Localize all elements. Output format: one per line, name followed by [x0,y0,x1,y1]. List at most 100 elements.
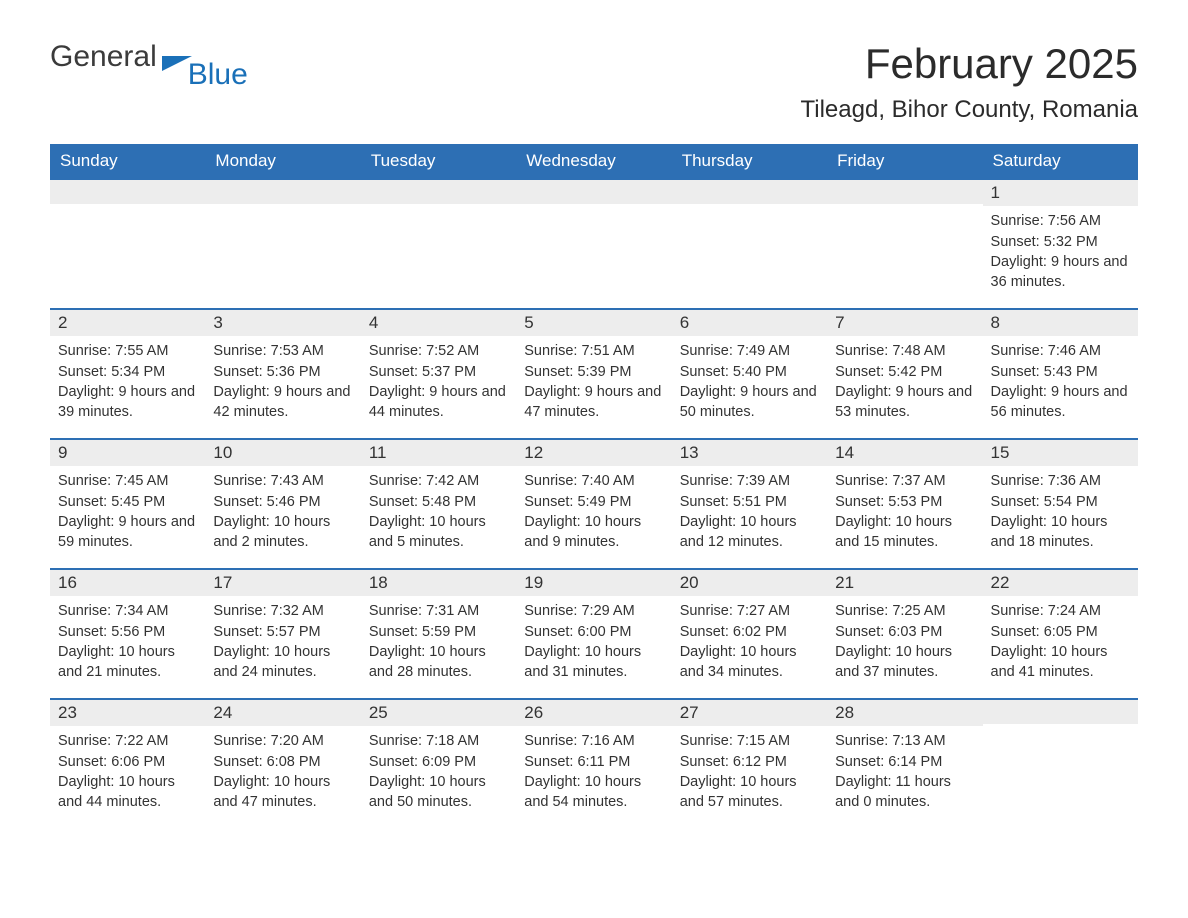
day-number: 19 [516,570,671,596]
day-cell: 6Sunrise: 7:49 AMSunset: 5:40 PMDaylight… [672,309,827,439]
day-number: 10 [205,440,360,466]
daylight-text: Daylight: 10 hours and 2 minutes. [213,513,352,552]
day-cell: 4Sunrise: 7:52 AMSunset: 5:37 PMDaylight… [361,309,516,439]
day-cell: 1Sunrise: 7:56 AMSunset: 5:32 PMDaylight… [983,179,1138,309]
sunset-text: Sunset: 5:45 PM [58,493,197,513]
sunrise-text: Sunrise: 7:51 AM [524,342,663,362]
sunrise-text: Sunrise: 7:27 AM [680,602,819,622]
weekday-wednesday: Wednesday [516,144,671,179]
sunrise-text: Sunrise: 7:25 AM [835,602,974,622]
day-cell: 27Sunrise: 7:15 AMSunset: 6:12 PMDayligh… [672,699,827,829]
daylight-text: Daylight: 10 hours and 57 minutes. [680,773,819,812]
day-number: 9 [50,440,205,466]
empty-day-number [205,180,360,204]
sunset-text: Sunset: 5:54 PM [991,493,1130,513]
day-cell: 16Sunrise: 7:34 AMSunset: 5:56 PMDayligh… [50,569,205,699]
day-cell: 8Sunrise: 7:46 AMSunset: 5:43 PMDaylight… [983,309,1138,439]
sunrise-text: Sunrise: 7:53 AM [213,342,352,362]
day-cell [516,179,671,309]
daylight-text: Daylight: 9 hours and 39 minutes. [58,383,197,422]
sunrise-text: Sunrise: 7:40 AM [524,472,663,492]
sunset-text: Sunset: 6:09 PM [369,753,508,773]
sunrise-text: Sunrise: 7:20 AM [213,732,352,752]
sunset-text: Sunset: 5:43 PM [991,363,1130,383]
weekday-friday: Friday [827,144,982,179]
day-cell: 25 Sunrise: 7:18 AMSunset: 6:09 PMDayligh… [361,699,516,829]
empty-day-number [672,180,827,204]
empty-day-number [361,180,516,204]
day-number: 18 [361,570,516,596]
sunrise-text: Sunrise: 7:32 AM [213,602,352,622]
weekday-saturday: Saturday [983,144,1138,179]
weekday-header-row: Sunday Monday Tuesday Wednesday Thursday… [50,144,1138,179]
daylight-text: Daylight: 10 hours and 47 minutes. [213,773,352,812]
day-cell: 14Sunrise: 7:37 AMSunset: 5:53 PMDayligh… [827,439,982,569]
day-content: Sunrise: 7:20 AMSunset: 6:08 PMDaylight:… [205,726,360,819]
daylight-text: Daylight: 9 hours and 59 minutes. [58,513,197,552]
sunset-text: Sunset: 5:37 PM [369,363,508,383]
empty-day-number [50,180,205,204]
day-cell: 19Sunrise: 7:29 AMSunset: 6:00 PMDayligh… [516,569,671,699]
day-cell: 12Sunrise: 7:40 AMSunset: 5:49 PMDayligh… [516,439,671,569]
sunset-text: Sunset: 6:14 PM [835,753,974,773]
day-content: Sunrise: 7:36 AMSunset: 5:54 PMDaylight:… [983,466,1138,559]
day-content: Sunrise: 7:29 AMSunset: 6:00 PMDaylight:… [516,596,671,689]
day-cell: 10Sunrise: 7:43 AMSunset: 5:46 PMDayligh… [205,439,360,569]
daylight-text: Daylight: 11 hours and 0 minutes. [835,773,974,812]
day-content: Sunrise: 7:13 AMSunset: 6:14 PMDaylight:… [827,726,982,819]
logo: General Blue [50,40,252,74]
day-cell: 21Sunrise: 7:25 AMSunset: 6:03 PMDayligh… [827,569,982,699]
day-number: 25 [361,700,516,726]
daylight-text: Daylight: 10 hours and 15 minutes. [835,513,974,552]
day-number: 6 [672,310,827,336]
day-content: Sunrise: 7:51 AMSunset: 5:39 PMDaylight:… [516,336,671,429]
day-number: 12 [516,440,671,466]
sunrise-text: Sunrise: 7:45 AM [58,472,197,492]
sunset-text: Sunset: 6:02 PM [680,623,819,643]
sunrise-text: Sunrise: 7:24 AM [991,602,1130,622]
sunset-text: Sunset: 5:40 PM [680,363,819,383]
day-content: Sunrise: 7:16 AMSunset: 6:11 PMDaylight:… [516,726,671,819]
day-cell: 23Sunrise: 7:22 AMSunset: 6:06 PMDayligh… [50,699,205,829]
day-cell: 13Sunrise: 7:39 AMSunset: 5:51 PMDayligh… [672,439,827,569]
day-content: Sunrise: 7:52 AMSunset: 5:37 PMDaylight:… [361,336,516,429]
day-content: Sunrise: 7:56 AMSunset: 5:32 PMDaylight:… [983,206,1138,299]
week-row: 9Sunrise: 7:45 AMSunset: 5:45 PMDaylight… [50,439,1138,569]
empty-day-number [516,180,671,204]
sunrise-text: Sunrise: 7:34 AM [58,602,197,622]
day-cell [672,179,827,309]
sunrise-text: Sunrise: 7:13 AM [835,732,974,752]
week-row: 16Sunrise: 7:34 AMSunset: 5:56 PMDayligh… [50,569,1138,699]
daylight-text: Daylight: 10 hours and 21 minutes. [58,643,197,682]
daylight-text: Daylight: 9 hours and 50 minutes. [680,383,819,422]
weekday-monday: Monday [205,144,360,179]
sunrise-text: Sunrise: 7:18 AM [369,732,508,752]
logo-general-text: General [50,40,157,74]
daylight-text: Daylight: 10 hours and 50 minutes. [369,773,508,812]
day-number: 28 [827,700,982,726]
day-content: Sunrise: 7:15 AMSunset: 6:12 PMDaylight:… [672,726,827,819]
sunset-text: Sunset: 5:39 PM [524,363,663,383]
day-cell: 17Sunrise: 7:32 AMSunset: 5:57 PMDayligh… [205,569,360,699]
sunrise-text: Sunrise: 7:29 AM [524,602,663,622]
daylight-text: Daylight: 10 hours and 18 minutes. [991,513,1130,552]
week-row: 1Sunrise: 7:56 AMSunset: 5:32 PMDaylight… [50,179,1138,309]
day-content: Sunrise: 7:27 AMSunset: 6:02 PMDaylight:… [672,596,827,689]
day-cell: 3Sunrise: 7:53 AMSunset: 5:36 PMDaylight… [205,309,360,439]
daylight-text: Daylight: 10 hours and 44 minutes. [58,773,197,812]
day-content: Sunrise: 7:39 AMSunset: 5:51 PMDaylight:… [672,466,827,559]
weekday-sunday: Sunday [50,144,205,179]
sunset-text: Sunset: 5:53 PM [835,493,974,513]
day-number: 8 [983,310,1138,336]
sunset-text: Sunset: 5:51 PM [680,493,819,513]
empty-day-number [983,700,1138,724]
sunrise-text: Sunrise: 7:39 AM [680,472,819,492]
day-content: Sunrise: 7:42 AMSunset: 5:48 PMDaylight:… [361,466,516,559]
day-cell [205,179,360,309]
day-content: Sunrise: 7:31 AMSunset: 5:59 PMDaylight:… [361,596,516,689]
day-content: Sunrise: 7:32 AMSunset: 5:57 PMDaylight:… [205,596,360,689]
day-cell [827,179,982,309]
sunrise-text: Sunrise: 7:48 AM [835,342,974,362]
day-number: 14 [827,440,982,466]
sunset-text: Sunset: 6:08 PM [213,753,352,773]
